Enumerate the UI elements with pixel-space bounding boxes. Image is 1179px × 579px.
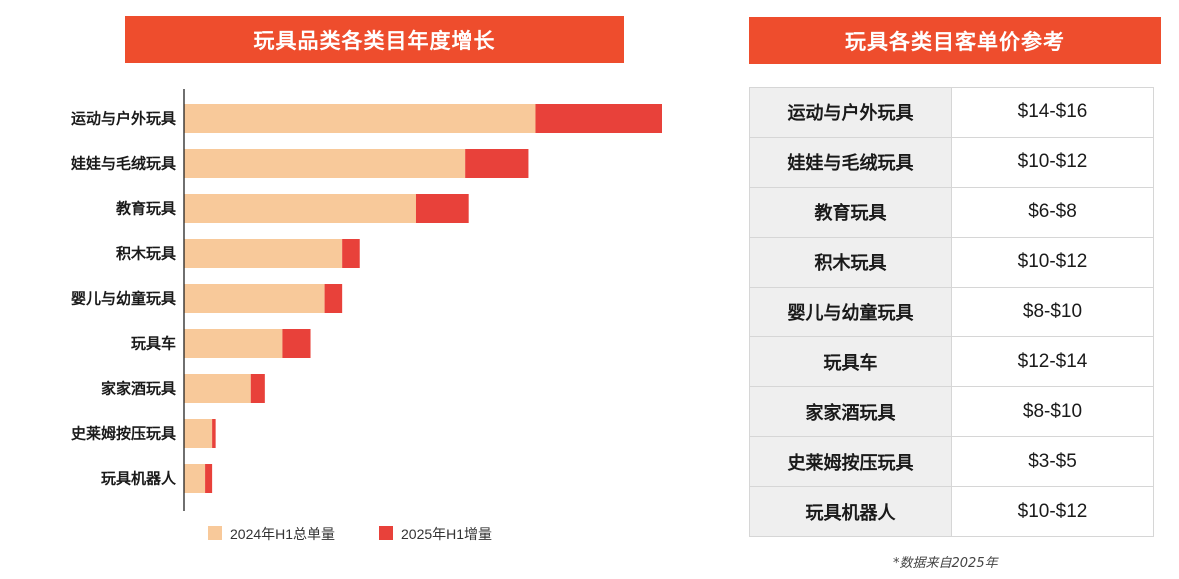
table-title: 玩具各类目客单价参考 xyxy=(749,17,1161,64)
legend-label: 2025年H1增量 xyxy=(401,526,492,542)
table-cell-category: 家家酒玩具 xyxy=(749,386,952,438)
table-cell-price: $14-$16 xyxy=(951,87,1154,138)
bar-2024-h1-total xyxy=(184,104,536,133)
category-label: 积木玩具 xyxy=(116,245,176,263)
legend-swatch xyxy=(379,526,393,540)
category-label: 娃娃与毛绒玩具 xyxy=(70,155,176,173)
bar-2024-h1-total xyxy=(184,239,343,268)
category-label: 家家酒玩具 xyxy=(101,380,176,398)
chart-title: 玩具品类各类目年度增长 xyxy=(125,16,624,63)
stacked-bar-chart: 运动与户外玩具娃娃与毛绒玩具教育玩具积木玩具婴儿与幼童玩具玩具车家家酒玩具史莱姆… xyxy=(70,89,662,542)
table-cell-price: $10-$12 xyxy=(951,136,1154,188)
table-row: 积木玩具 $10-$12 xyxy=(749,236,1154,288)
legend-swatch xyxy=(208,526,222,540)
price-table: 运动与户外玩具 $14-$16 娃娃与毛绒玩具 $10-$12 教育玩具 $6-$8 积木玩… xyxy=(749,87,1154,538)
bar-2025-h1-increment xyxy=(415,194,469,223)
table-row: 运动与户外玩具 $14-$16 xyxy=(749,87,1154,138)
table-cell-price: $8-$10 xyxy=(951,286,1154,338)
category-label: 玩具机器人 xyxy=(101,470,177,488)
category-label: 玩具车 xyxy=(131,335,176,353)
bar-2025-h1-increment xyxy=(212,419,216,448)
bar-2025-h1-increment xyxy=(282,329,311,358)
bar-2024-h1-total xyxy=(184,419,213,448)
table-cell-category: 教育玩具 xyxy=(749,186,952,238)
category-label: 运动与户外玩具 xyxy=(71,110,176,128)
bar-2025-h1-increment xyxy=(342,239,360,268)
bar-2024-h1-total xyxy=(184,149,466,178)
table-cell-price: $3-$5 xyxy=(951,436,1154,488)
table-row: 家家酒玩具 $8-$10 xyxy=(749,386,1154,438)
bar-2024-h1-total xyxy=(184,284,325,313)
table-cell-category: 婴儿与幼童玩具 xyxy=(749,286,952,338)
bar-2025-h1-increment xyxy=(324,284,343,313)
bar-2025-h1-increment xyxy=(205,464,213,493)
bar-2024-h1-total xyxy=(184,464,206,493)
table-cell-category: 积木玩具 xyxy=(749,236,952,288)
table-cell-price: $10-$12 xyxy=(951,236,1154,288)
bar-2025-h1-increment xyxy=(465,149,529,178)
bar-2024-h1-total xyxy=(184,374,251,403)
table-cell-category: 史莱姆按压玩具 xyxy=(749,436,952,488)
bar-2025-h1-increment xyxy=(250,374,265,403)
table-cell-category: 玩具车 xyxy=(749,336,952,388)
bar-2024-h1-total xyxy=(184,194,416,223)
table-row: 玩具机器人 $10-$12 xyxy=(749,486,1154,538)
table-row: 婴儿与幼童玩具 $8-$10 xyxy=(749,286,1154,338)
table-cell-category: 玩具机器人 xyxy=(749,486,952,538)
table-cell-category: 娃娃与毛绒玩具 xyxy=(749,136,952,188)
category-label: 婴儿与幼童玩具 xyxy=(71,290,176,308)
category-label: 史莱姆按压玩具 xyxy=(71,425,176,443)
category-label: 教育玩具 xyxy=(115,200,176,218)
table-cell-category: 运动与户外玩具 xyxy=(749,87,952,138)
table-cell-price: $6-$8 xyxy=(951,186,1154,238)
source-note: *数据来自2025年 xyxy=(893,556,998,571)
table-cell-price: $8-$10 xyxy=(951,386,1154,438)
legend-label: 2024年H1总单量 xyxy=(230,526,335,542)
table-row: 玩具车 $12-$14 xyxy=(749,336,1154,388)
bar-2025-h1-increment xyxy=(535,104,662,133)
table-row: 史莱姆按压玩具 $3-$5 xyxy=(749,436,1154,488)
table-row: 教育玩具 $6-$8 xyxy=(749,186,1154,238)
table-cell-price: $10-$12 xyxy=(951,486,1154,538)
table-cell-price: $12-$14 xyxy=(951,336,1154,388)
bar-2024-h1-total xyxy=(184,329,283,358)
table-row: 娃娃与毛绒玩具 $10-$12 xyxy=(749,136,1154,188)
